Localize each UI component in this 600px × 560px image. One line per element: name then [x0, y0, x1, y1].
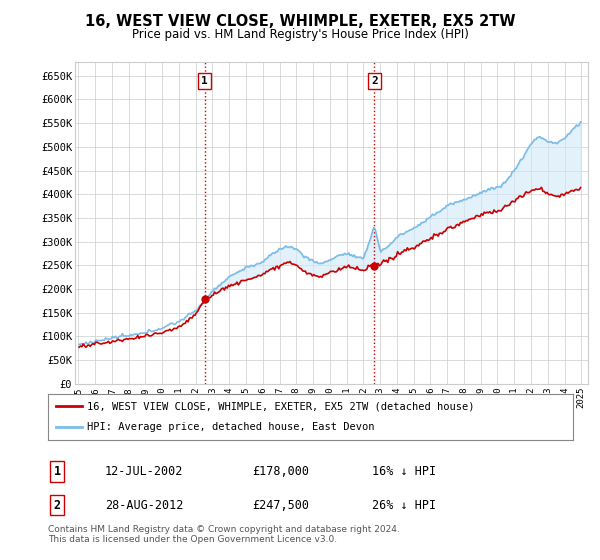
Text: 12-JUL-2002: 12-JUL-2002 — [105, 465, 184, 478]
Text: HPI: Average price, detached house, East Devon: HPI: Average price, detached house, East… — [88, 422, 375, 432]
Text: Price paid vs. HM Land Registry's House Price Index (HPI): Price paid vs. HM Land Registry's House … — [131, 28, 469, 41]
Text: £178,000: £178,000 — [252, 465, 309, 478]
Text: 1: 1 — [201, 76, 208, 86]
Text: 1: 1 — [53, 465, 61, 478]
Text: 26% ↓ HPI: 26% ↓ HPI — [372, 498, 436, 512]
Text: 2: 2 — [53, 498, 61, 512]
Text: 16, WEST VIEW CLOSE, WHIMPLE, EXETER, EX5 2TW (detached house): 16, WEST VIEW CLOSE, WHIMPLE, EXETER, EX… — [88, 401, 475, 411]
Text: 28-AUG-2012: 28-AUG-2012 — [105, 498, 184, 512]
Text: £247,500: £247,500 — [252, 498, 309, 512]
Text: 16% ↓ HPI: 16% ↓ HPI — [372, 465, 436, 478]
Text: 2: 2 — [371, 76, 378, 86]
Text: Contains HM Land Registry data © Crown copyright and database right 2024.
This d: Contains HM Land Registry data © Crown c… — [48, 525, 400, 544]
Text: 16, WEST VIEW CLOSE, WHIMPLE, EXETER, EX5 2TW: 16, WEST VIEW CLOSE, WHIMPLE, EXETER, EX… — [85, 14, 515, 29]
